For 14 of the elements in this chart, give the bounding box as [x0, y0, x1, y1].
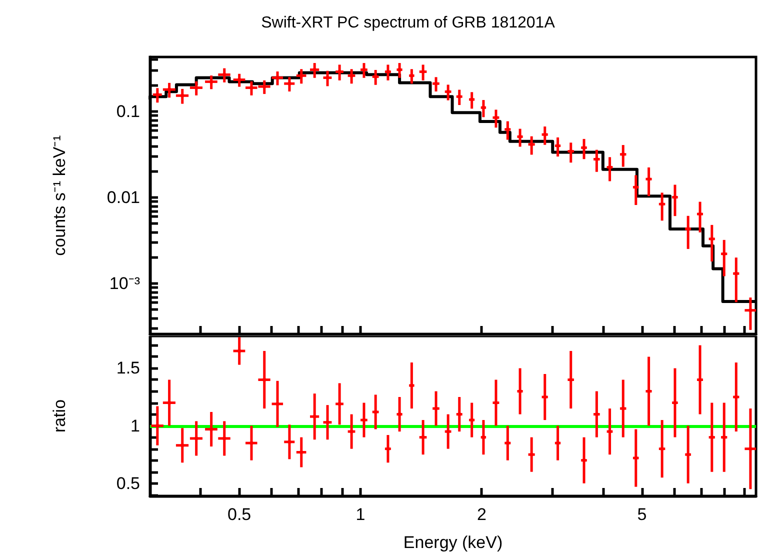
y-tick-label: 1.5: [116, 358, 140, 378]
x-tick-label: 2: [476, 505, 486, 524]
chart-title: Swift-XRT PC spectrum of GRB 181201A: [261, 14, 556, 32]
y-tick-label: 10⁻³: [109, 274, 140, 294]
y-axis-title: ratio: [50, 399, 69, 433]
x-tick-label: 5: [637, 505, 647, 524]
y-tick-label: 0.1: [116, 102, 140, 122]
x-tick-label: 0.5: [228, 505, 252, 524]
x-tick-label: 1: [356, 505, 366, 524]
y-tick-label: 0.01: [106, 188, 140, 208]
x-axis-title: Energy (keV): [403, 533, 503, 552]
y-tick-label: 0.5: [116, 474, 140, 493]
y-tick-label: 1: [130, 416, 140, 436]
y-axis-title: counts s⁻¹ keV⁻¹: [50, 134, 69, 256]
